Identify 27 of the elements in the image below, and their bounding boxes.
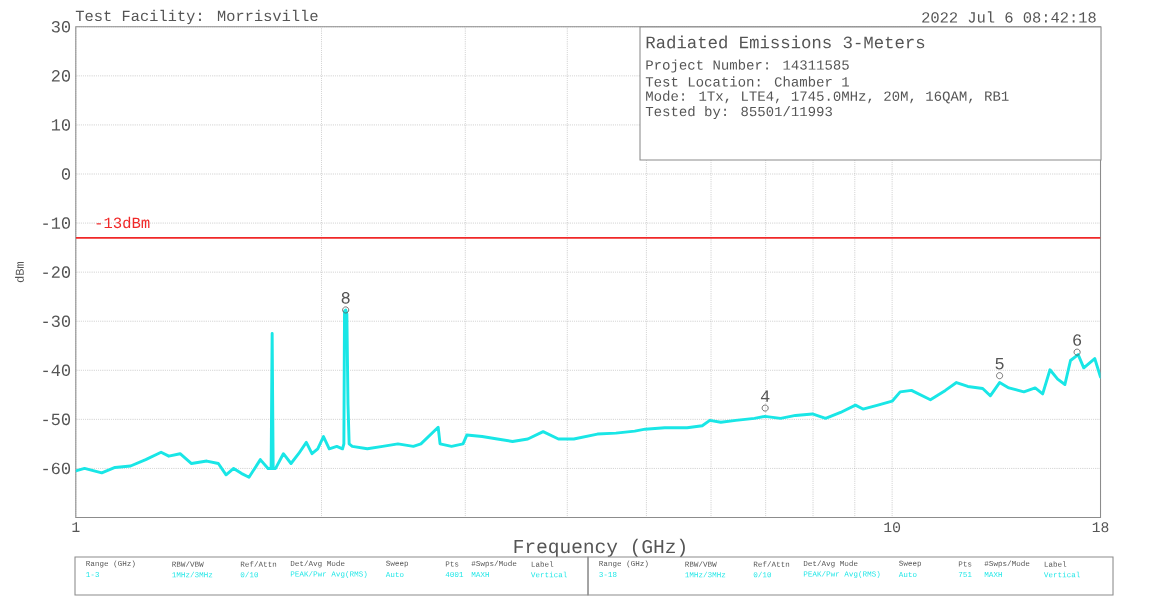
y-tick-label: -20 [43,266,71,278]
annotation: 8 [341,292,350,304]
annotation: Mode: 1Tx, LTE4, 1745.0MHz, 20M, 16QAM, RB1 [646,90,1009,104]
x-axis-title: Frequency (GHz) [514,538,685,557]
x-tick-label: 1 [72,522,80,532]
y-tick-label: 0 [61,168,71,180]
annotation: 5 [995,358,1004,370]
annotation: Tested by: 85501/11993 [645,105,832,120]
annotation: Project Number: 14311585 [646,59,849,73]
y-tick-label: -40 [43,364,71,377]
y-axis-title: dBm [15,261,24,283]
annotation: Test Location: Chamber 1 [645,76,849,87]
y-tick-label: 10 [51,119,71,131]
chart-title: Radiated Emissions 3-Meters [646,35,925,49]
x-tick-label: 10 [884,522,901,533]
text: Test Facility: Morrisville [75,9,318,25]
text: 2022 Jul 6 08:42:18 [922,11,1096,23]
y-tick-label: -60 [43,462,71,475]
y-tick-label: 20 [51,70,71,82]
y-tick-label: -10 [43,217,71,229]
annotation: 6 [1073,334,1082,346]
ref-line-label: -13dBm [96,216,150,229]
y-tick-label: -30 [43,315,71,327]
x-tick-label: 18 [1092,522,1109,533]
y-tick-label: -50 [43,413,71,426]
y-tick-label: 30 [51,21,71,33]
annotation: 4 [760,390,770,402]
